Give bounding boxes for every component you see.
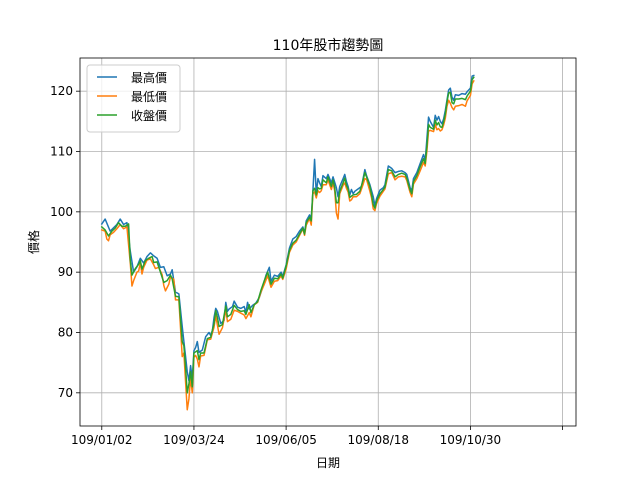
x-tick-label: 109/01/02 [71,433,133,447]
x-tick-label: 109/03/24 [163,433,225,447]
y-tick-label: 70 [58,386,73,400]
tick-layer: 109/01/02 109/03/24 109/06/05 109/08/18 109/… [50,84,563,447]
y-tick-label: 120 [50,84,73,98]
legend-label: 收盤價 [131,109,167,123]
y-axis-label: 價格 [26,230,41,254]
y-tick-label: 80 [58,325,73,339]
plot-frame [79,57,577,427]
y-tick-label: 100 [50,205,73,219]
y-tick-label: 90 [58,265,73,279]
legend-label: 最低價 [131,90,167,104]
x-tick-label: 109/08/18 [348,433,410,447]
x-tick-label: 109/06/05 [255,433,317,447]
y-tick-label: 110 [50,145,73,159]
grid-layer [80,58,576,426]
x-tick-label: 109/10/30 [440,433,502,447]
series-layer [100,74,475,411]
chart-title: 110年股市趨勢圖 [273,37,384,54]
legend-label: 最高價 [131,70,167,85]
x-axis-label: 日期 [316,456,340,470]
series-line-3 [100,76,475,394]
